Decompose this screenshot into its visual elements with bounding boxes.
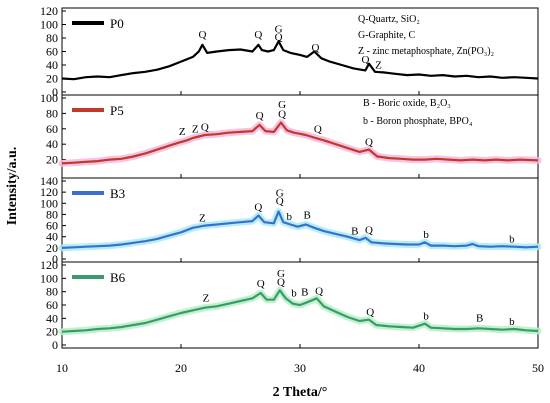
peak-label: G bbox=[275, 24, 283, 36]
peak-label: B bbox=[303, 209, 310, 221]
y-tick-label: 80 bbox=[46, 106, 58, 120]
series-line bbox=[61, 210, 539, 249]
y-tick-label: 40 bbox=[46, 137, 58, 151]
y-tick-label: 120 bbox=[40, 258, 58, 272]
y-tick-label: 100 bbox=[40, 91, 58, 105]
peak-label: Q bbox=[275, 32, 283, 44]
peak-label: Q bbox=[257, 278, 265, 290]
legend-note: b - Boron phosphate, BPO₄ bbox=[363, 116, 473, 127]
peak-label: Q bbox=[278, 108, 286, 120]
y-tick-label: 20 bbox=[46, 241, 58, 255]
y-tick-label: 80 bbox=[46, 207, 58, 221]
peak-label: Z bbox=[375, 59, 382, 71]
legend-label: B6 bbox=[110, 270, 126, 285]
x-tick-label: 20 bbox=[175, 361, 187, 375]
peak-label: Q bbox=[365, 137, 373, 149]
y-tick-label: 40 bbox=[46, 58, 58, 72]
y-tick-label: 100 bbox=[40, 18, 58, 32]
y-tick-label: 100 bbox=[40, 196, 58, 210]
legend-note: Z - zinc metaphosphate, Zn(PO₃)₂ bbox=[358, 46, 494, 57]
legend-note: Q-Quartz, SiO₂ bbox=[358, 14, 420, 25]
peak-label: b bbox=[509, 316, 515, 328]
peak-label: b bbox=[423, 311, 429, 323]
peak-label: G bbox=[276, 188, 284, 200]
peak-label: Q bbox=[254, 202, 262, 214]
peak-label: Q bbox=[254, 29, 262, 41]
y-tick-label: 80 bbox=[46, 285, 58, 299]
peak-label: Z bbox=[192, 124, 199, 136]
y-tick-label: 0 bbox=[52, 85, 58, 99]
peak-label: Q bbox=[198, 29, 206, 41]
x-axis: 10 20 30 40 50 bbox=[56, 361, 544, 375]
series-line bbox=[61, 40, 539, 81]
peak-label: Q bbox=[365, 224, 373, 236]
peak-label: Z bbox=[179, 126, 186, 138]
peak-label: Q bbox=[276, 195, 284, 207]
peak-label: Q bbox=[201, 121, 209, 133]
y-tick-label: 0 bbox=[52, 252, 58, 266]
peak-label: Z bbox=[203, 293, 210, 305]
peak-label: B bbox=[301, 287, 308, 299]
y-tick-label: 40 bbox=[46, 230, 58, 244]
y-tick-label: 20 bbox=[46, 153, 58, 167]
peak-label: Q bbox=[311, 42, 319, 54]
legend-label: P0 bbox=[110, 16, 124, 31]
peak-label: b bbox=[509, 233, 515, 245]
y-tick-label: 80 bbox=[46, 31, 58, 45]
peak-label: Q bbox=[366, 307, 374, 319]
x-tick-label: 40 bbox=[413, 361, 425, 375]
x-tick-label: 30 bbox=[294, 361, 306, 375]
peak-label: Z bbox=[199, 213, 206, 225]
peak-label: Q bbox=[314, 124, 322, 136]
peak-label: G bbox=[278, 99, 286, 111]
y-tick-label: 20 bbox=[46, 325, 58, 339]
panel-frame bbox=[61, 177, 539, 263]
y-tick-label: 60 bbox=[46, 45, 58, 59]
peak-label: G bbox=[277, 268, 285, 280]
peak-label: Q bbox=[315, 285, 323, 297]
legend-label: B3 bbox=[110, 186, 125, 201]
legend-note: B - Boric oxide, B₂O₃ bbox=[363, 98, 451, 109]
y-tick-label: 20 bbox=[46, 72, 58, 86]
peak-label: Q bbox=[361, 54, 369, 66]
peak-label: B bbox=[351, 225, 358, 237]
peak-label: Q bbox=[256, 110, 264, 122]
y-tick-label: 100 bbox=[40, 271, 58, 285]
x-tick-label: 50 bbox=[532, 361, 544, 375]
peak-label: Q bbox=[277, 277, 285, 289]
y-tick-label: 0 bbox=[52, 338, 58, 352]
y-tick-label: 120 bbox=[40, 185, 58, 199]
y-tick-label: 60 bbox=[46, 219, 58, 233]
legend-note: G-Graphite, C bbox=[358, 30, 416, 41]
y-tick-label: 60 bbox=[46, 122, 58, 136]
y-tick-label: 40 bbox=[46, 311, 58, 325]
x-tick-label: 10 bbox=[56, 361, 68, 375]
legend-label: P5 bbox=[110, 103, 124, 118]
series-line bbox=[61, 121, 539, 165]
peak-label: b bbox=[423, 229, 429, 241]
series-line bbox=[61, 289, 539, 333]
y-tick-label: 120 bbox=[40, 4, 58, 18]
peak-label: b bbox=[287, 211, 293, 223]
peak-label: b bbox=[291, 287, 297, 299]
y-tick-label: 140 bbox=[40, 174, 58, 188]
peak-label: B bbox=[476, 313, 483, 325]
y-tick-label: 60 bbox=[46, 298, 58, 312]
y-axis-title: Intensity/a.u. bbox=[5, 147, 20, 226]
x-axis-title: 2 Theta/° bbox=[273, 385, 328, 400]
